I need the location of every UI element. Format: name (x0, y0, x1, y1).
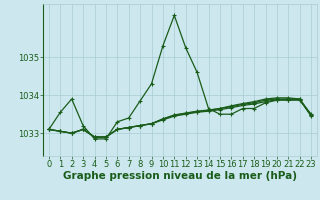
X-axis label: Graphe pression niveau de la mer (hPa): Graphe pression niveau de la mer (hPa) (63, 171, 297, 181)
